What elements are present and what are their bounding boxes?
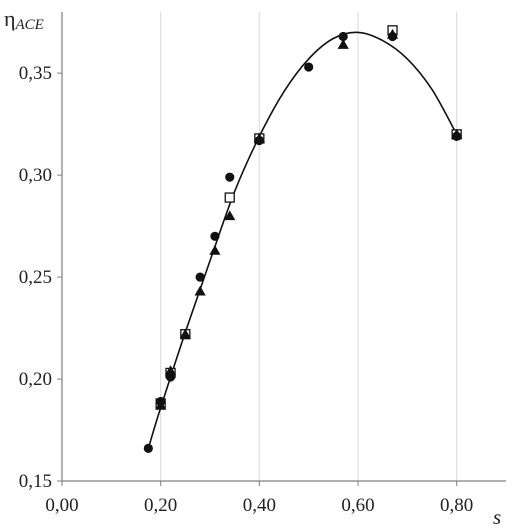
data-point-circle <box>156 396 166 407</box>
data-point-circle <box>387 31 398 42</box>
data-point-triangle <box>164 365 177 376</box>
data-point-square <box>224 192 235 203</box>
data-point-triangle <box>224 210 236 221</box>
data-point-circle <box>254 135 264 146</box>
y-tick-label: 0,20 <box>19 369 52 390</box>
x-axis-label: s <box>493 505 501 529</box>
y-axis-label: ηACE <box>4 6 44 33</box>
data-point-triangle <box>209 244 221 255</box>
data-point-triangle <box>194 285 206 296</box>
x-tick-label: 0,60 <box>341 495 374 516</box>
data-point-circle <box>304 62 314 72</box>
data-point-circle <box>195 272 205 282</box>
x-tick-label: 0,80 <box>440 495 473 516</box>
y-tick-label: 0,15 <box>19 471 52 492</box>
fit-curve-group <box>147 31 458 449</box>
fit-curve <box>147 31 458 449</box>
x-tick-label: 0,20 <box>144 495 177 516</box>
x-tick-label: 0,00 <box>45 495 78 516</box>
data-point-circle <box>210 231 220 241</box>
y-tick-label: 0,30 <box>19 165 52 186</box>
axis-labels: ηACE s <box>4 6 501 529</box>
grid-lines <box>160 12 458 481</box>
data-point-triangle <box>337 39 349 49</box>
axes <box>57 12 506 486</box>
data-point-circle <box>143 443 153 453</box>
markers-group <box>143 25 463 453</box>
data-point-circle <box>338 31 348 42</box>
data-point-triangle <box>179 328 191 339</box>
data-point-circle <box>165 372 176 382</box>
y-tick-label: 0,25 <box>19 267 52 288</box>
tick-labels: 0,15 0,20 0,25 0,30 0,35 0,00 0,20 0,40 0,60 0,80 <box>19 63 474 516</box>
data-point-circle <box>225 172 235 182</box>
x-tick-label: 0,40 <box>243 495 276 516</box>
data-point-circle <box>452 131 462 141</box>
y-tick-label: 0,35 <box>19 63 52 84</box>
